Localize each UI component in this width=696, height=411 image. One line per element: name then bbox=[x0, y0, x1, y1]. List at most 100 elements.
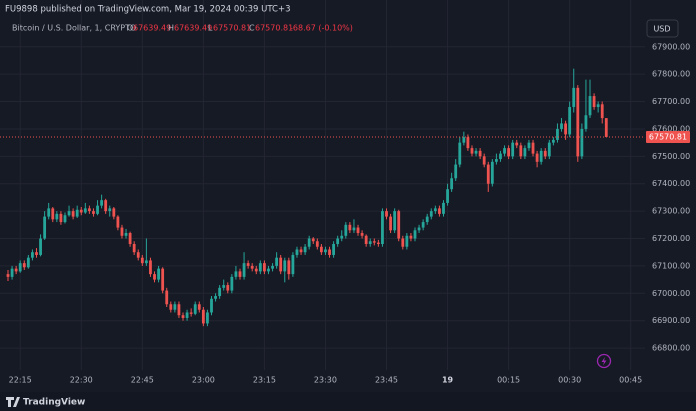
grid bbox=[0, 0, 645, 370]
candle-body bbox=[511, 142, 515, 157]
candle-body bbox=[600, 104, 604, 119]
candle-body bbox=[564, 123, 567, 135]
candle-body bbox=[535, 153, 539, 162]
candle-body bbox=[568, 107, 572, 135]
candle-body bbox=[324, 249, 327, 253]
candle-body bbox=[462, 137, 466, 143]
candle-body bbox=[136, 252, 140, 258]
candle-body bbox=[319, 246, 323, 253]
candle-body bbox=[299, 249, 303, 253]
candle-body bbox=[482, 156, 486, 165]
candle-body bbox=[263, 263, 266, 272]
y-tick-label: 67500.00 bbox=[652, 152, 690, 161]
candle-body bbox=[360, 233, 364, 236]
candle-body bbox=[144, 260, 148, 264]
candle-body bbox=[83, 208, 87, 213]
candle-body bbox=[425, 216, 429, 223]
ohlc-value: 67639.49 bbox=[133, 24, 171, 33]
candle-body bbox=[466, 137, 470, 149]
candle-body bbox=[112, 208, 116, 217]
candle-body bbox=[397, 211, 401, 239]
candle-body bbox=[291, 254, 295, 275]
candle-body bbox=[185, 312, 189, 318]
candle-body bbox=[584, 115, 588, 129]
brand: TradingView bbox=[23, 398, 85, 408]
candle-body bbox=[499, 153, 502, 160]
candle-body bbox=[88, 208, 91, 212]
candle-body bbox=[177, 304, 181, 316]
candle-body bbox=[226, 285, 230, 291]
candle-body bbox=[307, 238, 311, 247]
y-tick-label: 66900.00 bbox=[652, 316, 690, 325]
candle-body bbox=[421, 222, 425, 228]
candle-body bbox=[149, 260, 152, 275]
candle-body bbox=[486, 164, 490, 184]
x-tick-label: 00:45 bbox=[619, 376, 642, 385]
candle-body bbox=[47, 208, 51, 217]
candle-body bbox=[527, 142, 531, 149]
candle-body bbox=[336, 238, 340, 244]
candle-body bbox=[116, 216, 120, 228]
candle-body bbox=[100, 200, 104, 206]
candle-body bbox=[250, 265, 254, 269]
candle-body bbox=[352, 227, 356, 231]
x-tick-label: 00:15 bbox=[497, 376, 520, 385]
x-tick-label: 00:30 bbox=[558, 376, 581, 385]
candle-body bbox=[490, 161, 494, 184]
candle-body bbox=[10, 268, 14, 277]
candle-body bbox=[246, 263, 250, 266]
candle-body bbox=[348, 224, 352, 231]
candle-body bbox=[576, 87, 580, 157]
chart-title: Bitcoin / U.S. Dollar, 1, CRYPTO bbox=[12, 24, 136, 33]
candle-body bbox=[531, 142, 535, 154]
candle-body bbox=[132, 243, 136, 253]
candle-body bbox=[596, 104, 600, 108]
currency-box[interactable] bbox=[646, 19, 679, 38]
y-tick-label: 67900.00 bbox=[652, 42, 690, 51]
y-tick-label: 67200.00 bbox=[652, 234, 690, 243]
alert-bolt bbox=[601, 357, 607, 366]
x-tick-label: 23:15 bbox=[253, 376, 276, 385]
candle-body bbox=[458, 142, 462, 165]
candle-body bbox=[161, 268, 165, 291]
candle-body bbox=[580, 128, 584, 157]
y-tick-label: 67300.00 bbox=[652, 207, 690, 216]
candle-body bbox=[551, 139, 555, 143]
candle-body bbox=[409, 235, 413, 239]
candle-body bbox=[295, 249, 299, 255]
x-tick-label: 19 bbox=[442, 376, 454, 385]
candle-body bbox=[59, 213, 63, 223]
alert-icon[interactable] bbox=[596, 353, 612, 369]
candle-body bbox=[140, 257, 144, 264]
candle-body bbox=[26, 257, 30, 268]
candle-body bbox=[438, 208, 441, 214]
candle-body bbox=[450, 178, 454, 190]
candle-body bbox=[35, 252, 38, 255]
candle-body bbox=[474, 150, 478, 154]
candle-body bbox=[495, 159, 498, 162]
brand-logo bbox=[6, 397, 20, 407]
candle-body bbox=[604, 118, 608, 137]
last-price-box bbox=[646, 130, 690, 143]
candle-body bbox=[124, 233, 128, 236]
candle-body bbox=[393, 211, 397, 231]
candle-body bbox=[189, 312, 193, 314]
ohlc-letter: C bbox=[249, 24, 255, 33]
ohlc-letter: L bbox=[208, 24, 213, 33]
candle-body bbox=[31, 252, 34, 258]
x-tick-label: 22:30 bbox=[70, 376, 93, 385]
candle-body bbox=[181, 315, 185, 318]
x-tick-label: 23:30 bbox=[314, 376, 337, 385]
y-tick-label: 67100.00 bbox=[652, 261, 690, 270]
y-tick-label: 67800.00 bbox=[652, 70, 690, 79]
currency[interactable]: USD bbox=[653, 25, 670, 34]
candle-body bbox=[218, 287, 222, 297]
candle-body bbox=[470, 148, 474, 154]
candle-body bbox=[303, 246, 307, 253]
y-tick-label: 67400.00 bbox=[652, 179, 690, 188]
candle-body bbox=[193, 304, 197, 314]
candle-body bbox=[165, 290, 169, 305]
candle-body bbox=[429, 211, 433, 217]
